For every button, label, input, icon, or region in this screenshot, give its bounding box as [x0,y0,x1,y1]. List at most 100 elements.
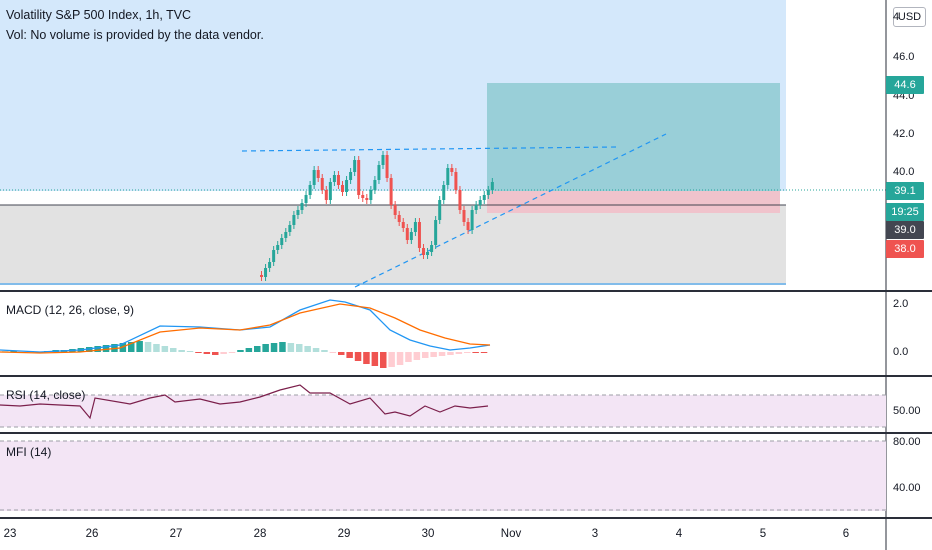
macd-bar [329,352,337,353]
support-trendline[interactable] [354,133,667,288]
candle [413,222,417,232]
candle [470,210,474,230]
pane-separator[interactable] [0,517,932,519]
macd-bar [245,348,253,352]
macd-bar [338,352,345,355]
candle [405,228,409,240]
macd-bar [287,343,295,352]
candle [280,238,284,245]
time-label: 6 [842,528,850,540]
macd-title[interactable]: MACD (12, 26, close, 9) [6,303,135,317]
macd-bar [186,351,194,352]
last-price-tag: 39.1 [886,182,924,200]
candle [260,275,263,277]
candle [365,198,369,200]
pane-separator[interactable] [0,375,932,377]
macd-bar [144,342,152,352]
candle [353,160,357,172]
candle [292,215,296,225]
macd-bar [438,352,446,356]
macd-bar [321,350,328,352]
candle [426,252,430,255]
macd-line [0,299,491,353]
rsi-tick: 50.00 [893,405,921,417]
candle [478,200,482,205]
candle [490,182,494,190]
candle [462,210,466,222]
macd-bar [136,341,143,352]
candle [300,203,304,210]
time-label: 29 [337,528,351,540]
candle [466,222,470,230]
currency-button[interactable]: USD [893,7,926,27]
mfi-band [0,441,886,511]
pane-separator[interactable] [0,290,932,292]
candle [450,168,454,172]
macd-bar [262,344,269,352]
candle [482,195,486,200]
macd-bar [447,352,454,355]
macd-bar [10,351,17,352]
macd-bar [480,352,488,353]
rsi-title[interactable]: RSI (14, close) [6,388,86,402]
macd-bar [153,344,160,352]
candle [389,178,393,205]
macd-bar [363,352,370,364]
candle [357,160,361,195]
macd-bar [270,343,278,352]
candle [336,175,340,185]
candle [458,190,462,210]
candle [434,220,438,245]
macd-bar [212,352,219,355]
macd-bar [279,342,286,352]
candle [320,178,324,190]
mfi-tick: 80.00 [893,436,921,448]
macd-bar [86,347,93,352]
macd-bar [220,352,227,354]
macd-bar [413,352,421,360]
candle [385,155,389,178]
macd-tick: 0.0 [893,346,909,358]
candle [268,262,272,268]
macd-bar [195,352,202,353]
target-price-tag: 44.6 [886,76,924,94]
time-label: 27 [169,528,183,540]
candle [393,205,397,215]
price-tick: 40.0 [893,166,915,178]
macd-bar [354,352,362,361]
macd-bar [203,352,211,354]
time-label: 26 [85,528,99,540]
candle [474,205,478,210]
candle [430,245,434,252]
stop-box[interactable] [487,191,780,213]
symbol-title[interactable]: Volatility S&P 500 Index, 1h, TVC [6,8,192,22]
time-label: 5 [759,528,767,540]
pane-separator[interactable] [0,432,932,434]
candle [349,172,353,180]
macd-bar [388,352,395,367]
candle [328,182,332,200]
candle [446,168,450,185]
candle [486,190,490,195]
candle [422,248,425,255]
target-box[interactable] [487,83,780,191]
macd-bar [178,350,185,352]
time-label: 3 [591,528,599,540]
gray-zone [0,205,786,285]
macd-bar [161,346,169,352]
time-label: 28 [253,528,267,540]
candle [264,268,268,277]
candle [316,170,320,178]
line-price-tag: 39.0 [886,221,924,239]
candle [369,190,373,200]
candle [381,155,385,165]
mfi-title[interactable]: MFI (14) [6,445,52,459]
candle [341,185,344,192]
candle [442,185,446,200]
candle [312,170,316,185]
macd-bar [464,352,471,353]
candle [409,232,413,240]
macd-bar [296,344,303,352]
macd-histogram [2,341,488,368]
